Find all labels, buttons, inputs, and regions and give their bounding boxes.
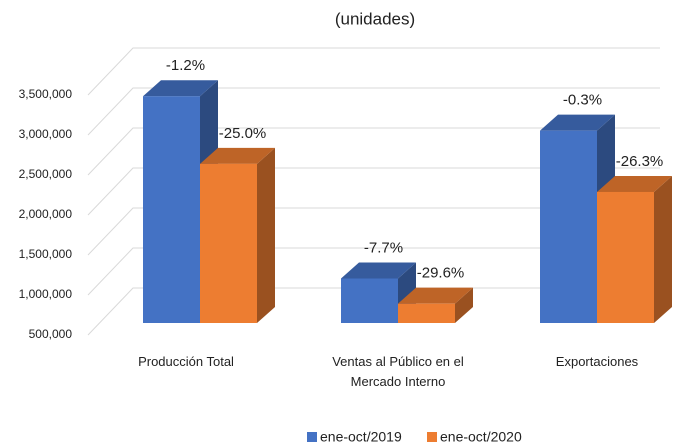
bar-side xyxy=(455,287,473,323)
legend-label: ene-oct/2020 xyxy=(440,429,522,445)
y-tick-label: 2,000,000 xyxy=(19,207,73,221)
bar xyxy=(398,303,455,323)
x-tick-label: Producción Total xyxy=(138,354,234,369)
bar xyxy=(540,130,597,323)
bar-side xyxy=(654,175,672,323)
change-label: -26.3% xyxy=(616,153,664,170)
change-label: -29.6% xyxy=(417,265,465,282)
bar-side xyxy=(257,147,275,323)
y-tick-label: 3,000,000 xyxy=(19,127,73,141)
y-tick-label: 1,500,000 xyxy=(19,247,73,261)
y-tick-label: 500,000 xyxy=(29,327,73,341)
grid-line xyxy=(87,247,660,296)
y-tick-label: 1,000,000 xyxy=(19,287,73,301)
bar-top xyxy=(341,262,416,279)
bar-top xyxy=(143,80,218,97)
x-tick-label: Ventas al Público en el Mercado Interno xyxy=(332,354,464,389)
grid-line xyxy=(87,287,660,336)
y-tick-label: 2,500,000 xyxy=(19,167,73,181)
x-tick-label: Exportaciones xyxy=(555,354,639,369)
grid-line xyxy=(87,207,660,256)
grid-line xyxy=(87,47,660,96)
grid-line xyxy=(87,127,660,176)
grid-line xyxy=(87,87,660,136)
y-tick-label: 3,500,000 xyxy=(19,87,73,101)
bar xyxy=(143,96,200,323)
bar-top xyxy=(597,175,672,192)
legend-label: ene-oct/2019 xyxy=(320,429,402,445)
bar-top xyxy=(200,147,275,164)
bar-top xyxy=(398,287,473,304)
legend-swatch xyxy=(307,432,317,442)
grid-line xyxy=(87,167,660,216)
bar xyxy=(200,163,257,323)
bar xyxy=(341,278,398,323)
change-label: -1.2% xyxy=(166,57,205,74)
bar xyxy=(597,191,654,323)
bar-top xyxy=(540,114,615,131)
chart-title: (unidades) xyxy=(335,9,415,28)
change-label: -7.7% xyxy=(364,239,403,256)
change-label: -0.3% xyxy=(563,92,602,109)
legend-swatch xyxy=(427,432,437,442)
change-label: -25.0% xyxy=(219,125,267,142)
